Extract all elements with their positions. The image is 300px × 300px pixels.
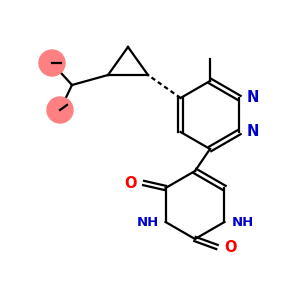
Text: NH: NH — [231, 215, 254, 229]
Text: O: O — [124, 176, 136, 190]
Text: NH: NH — [136, 215, 159, 229]
Text: N: N — [246, 91, 259, 106]
Text: O: O — [224, 239, 236, 254]
Text: N: N — [246, 124, 259, 140]
Circle shape — [47, 97, 73, 123]
Circle shape — [39, 50, 65, 76]
